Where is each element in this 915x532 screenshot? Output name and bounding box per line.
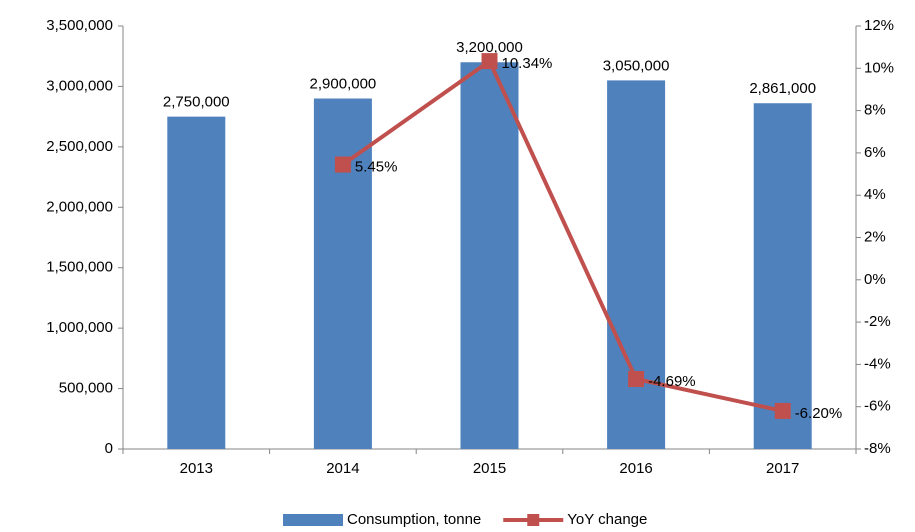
bar bbox=[753, 103, 812, 449]
legend-label: YoY change bbox=[567, 511, 647, 528]
x-tick-label: 2017 bbox=[766, 460, 799, 477]
y2-tick-label: -6% bbox=[864, 398, 891, 415]
line-marker bbox=[628, 370, 645, 387]
bar-value-label: 2,861,000 bbox=[749, 80, 816, 97]
line-value-label: -6.20% bbox=[795, 405, 843, 422]
y-tick-label: 3,000,000 bbox=[46, 77, 113, 94]
y-tick-label: 1,500,000 bbox=[46, 259, 113, 276]
line-value-label: 10.34% bbox=[502, 55, 553, 72]
line-marker bbox=[481, 53, 498, 70]
y-tick-label: 500,000 bbox=[59, 380, 113, 397]
y-tick-label: 2,500,000 bbox=[46, 138, 113, 155]
y2-tick-label: 2% bbox=[864, 228, 886, 245]
y-tick-label: 3,500,000 bbox=[46, 17, 113, 34]
legend-label: Consumption, tonne bbox=[347, 511, 481, 528]
y2-tick-label: 0% bbox=[864, 271, 886, 288]
y-tick-label: 0 bbox=[105, 440, 113, 457]
bar-value-label: 3,200,000 bbox=[456, 39, 523, 56]
y2-tick-label: 12% bbox=[864, 17, 894, 34]
bar bbox=[460, 62, 519, 449]
line-value-label: 5.45% bbox=[355, 159, 398, 176]
y2-tick-label: -2% bbox=[864, 313, 891, 330]
x-tick-label: 2015 bbox=[473, 460, 506, 477]
y2-tick-label: 10% bbox=[864, 59, 894, 76]
x-tick-label: 2014 bbox=[326, 460, 359, 477]
y2-tick-label: 6% bbox=[864, 144, 886, 161]
y-tick-label: 2,000,000 bbox=[46, 198, 113, 215]
y2-tick-label: -4% bbox=[864, 355, 891, 372]
x-tick-label: 2013 bbox=[180, 460, 213, 477]
y-tick-label: 1,000,000 bbox=[46, 319, 113, 336]
legend-swatch bbox=[283, 514, 343, 526]
y2-tick-label: 4% bbox=[864, 186, 886, 203]
bar-value-label: 3,050,000 bbox=[603, 57, 670, 74]
bar-value-label: 2,900,000 bbox=[310, 75, 377, 92]
x-tick-label: 2016 bbox=[619, 460, 652, 477]
legend-marker bbox=[527, 514, 540, 526]
bar-value-label: 2,750,000 bbox=[163, 94, 230, 111]
y2-tick-label: 8% bbox=[864, 102, 886, 119]
bar bbox=[167, 116, 226, 450]
y2-tick-label: -8% bbox=[864, 440, 891, 457]
line-value-label: -4.69% bbox=[648, 373, 696, 390]
bar bbox=[607, 80, 666, 449]
line-marker bbox=[334, 156, 351, 173]
line-marker bbox=[774, 402, 791, 419]
line bbox=[341, 58, 784, 413]
